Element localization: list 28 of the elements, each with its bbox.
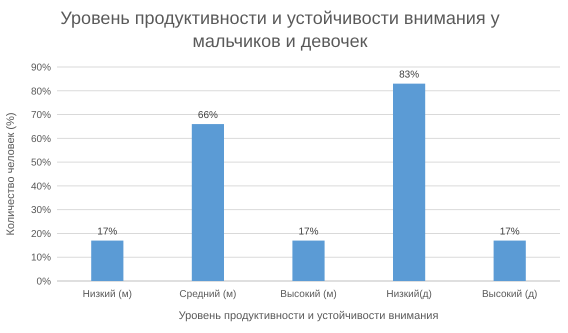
x-tick-label: Высокий (д)	[482, 289, 538, 300]
x-tick-label: Низкий(д)	[386, 289, 432, 300]
y-tick-label: 50%	[30, 158, 52, 169]
chart-title: Уровень продуктивности и устойчивости внимания у мальчиков и девочек	[60, 8, 500, 51]
y-tick-label: 70%	[30, 110, 52, 122]
data-label: 17%	[500, 226, 520, 238]
y-tick-label: 90%	[30, 62, 52, 74]
bar	[292, 240, 325, 281]
data-label: 17%	[298, 226, 319, 238]
y-tick-label: 40%	[30, 181, 52, 192]
y-tick-label: 60%	[30, 134, 52, 145]
x-tick-label: Низкий (м)	[82, 289, 132, 300]
x-tick-label: Средний (м)	[179, 289, 236, 300]
data-label: 66%	[198, 110, 218, 122]
x-axis-title: Уровень продуктивности и устойчивости внимания	[178, 310, 438, 322]
y-axis-title: Количество человек (%)	[5, 112, 17, 236]
y-tick-label: 10%	[30, 252, 52, 264]
x-tick-label: Высокий (м)	[280, 289, 337, 300]
bar	[91, 240, 124, 281]
bar	[192, 124, 224, 281]
y-tick-label: 0%	[36, 276, 52, 288]
y-tick-label: 80%	[30, 86, 52, 98]
bar	[393, 84, 426, 281]
data-label: 17%	[97, 226, 118, 238]
y-tick-label: 20%	[30, 228, 52, 240]
data-label: 83%	[399, 70, 420, 81]
bar	[494, 240, 526, 281]
y-tick-label: 30%	[30, 205, 52, 216]
